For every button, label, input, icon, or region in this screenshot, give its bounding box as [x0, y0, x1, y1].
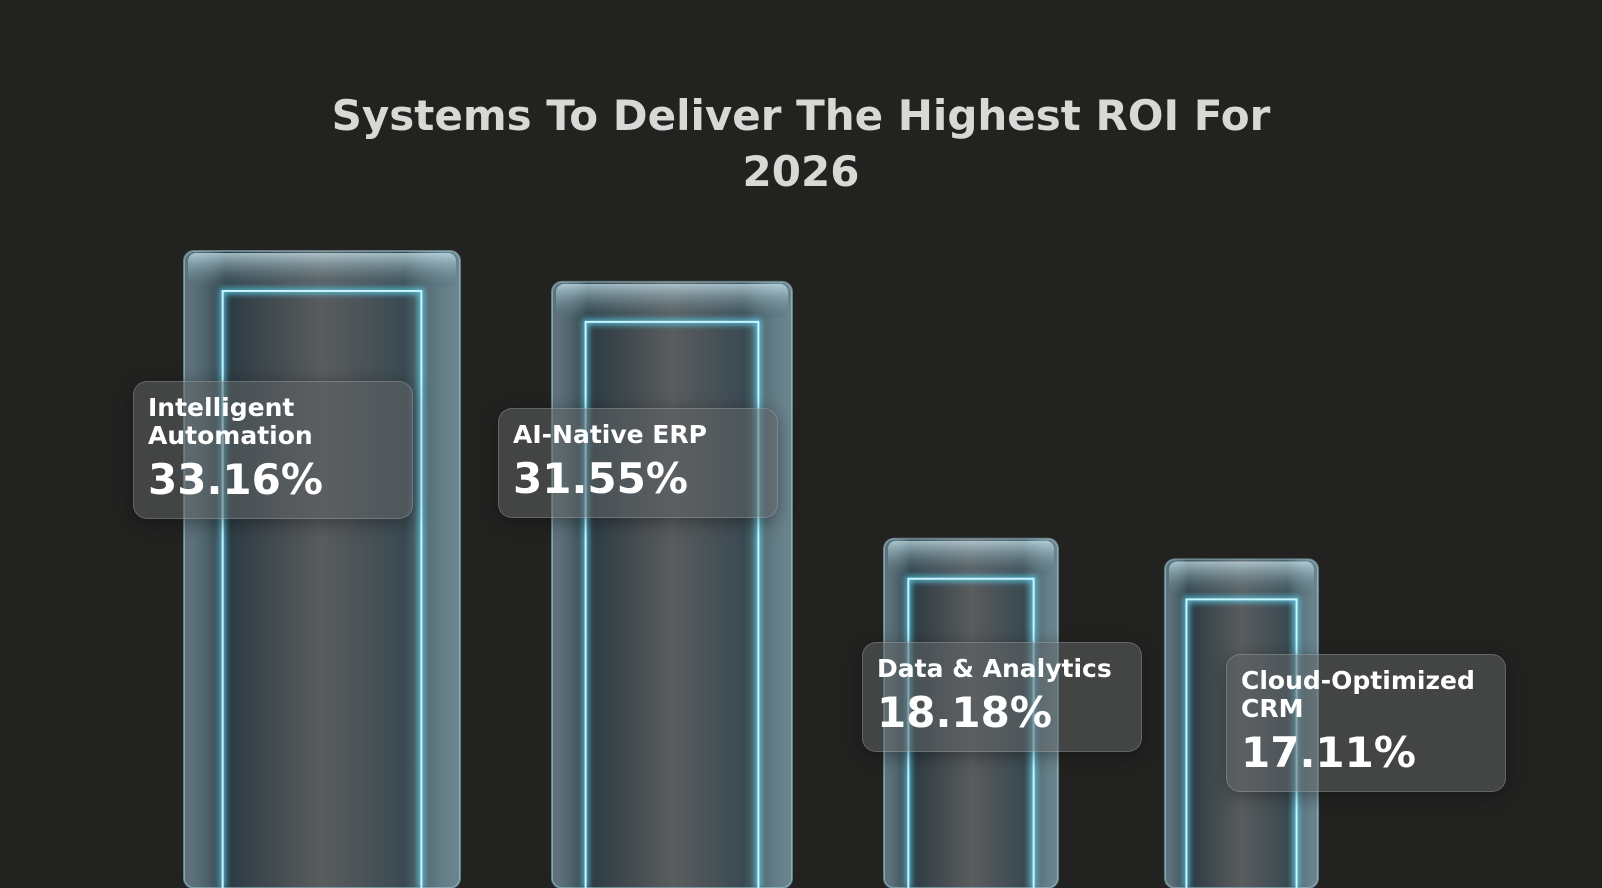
category-label: AI-Native ERP: [513, 419, 707, 449]
bar-top: [188, 253, 456, 287]
category-label: Cloud-Optimized CRM: [1241, 666, 1475, 724]
value-card: Intelligent Automation 33.16%: [133, 381, 413, 519]
value-label: 18.18%: [877, 687, 1052, 737]
value-label: 31.55%: [513, 453, 688, 503]
bar-top: [888, 540, 1054, 575]
value-label: 17.11%: [1241, 728, 1416, 778]
bar-edge: [584, 320, 760, 888]
category-label: Data & Analytics: [877, 653, 1112, 683]
category-label: Intelligent Automation: [148, 393, 313, 450]
bar-top: [556, 283, 788, 318]
value-card: Cloud-Optimized CRM 17.11%: [1226, 654, 1506, 793]
bar-top: [1169, 561, 1314, 596]
value-card: AI-Native ERP 31.55%: [498, 407, 778, 518]
bar-edge: [221, 290, 423, 888]
value-label: 33.16%: [148, 455, 323, 504]
chart-title: Systems To Deliver The Highest ROI For 2…: [331, 91, 1271, 196]
value-card: Data & Analytics 18.18%: [862, 641, 1142, 752]
